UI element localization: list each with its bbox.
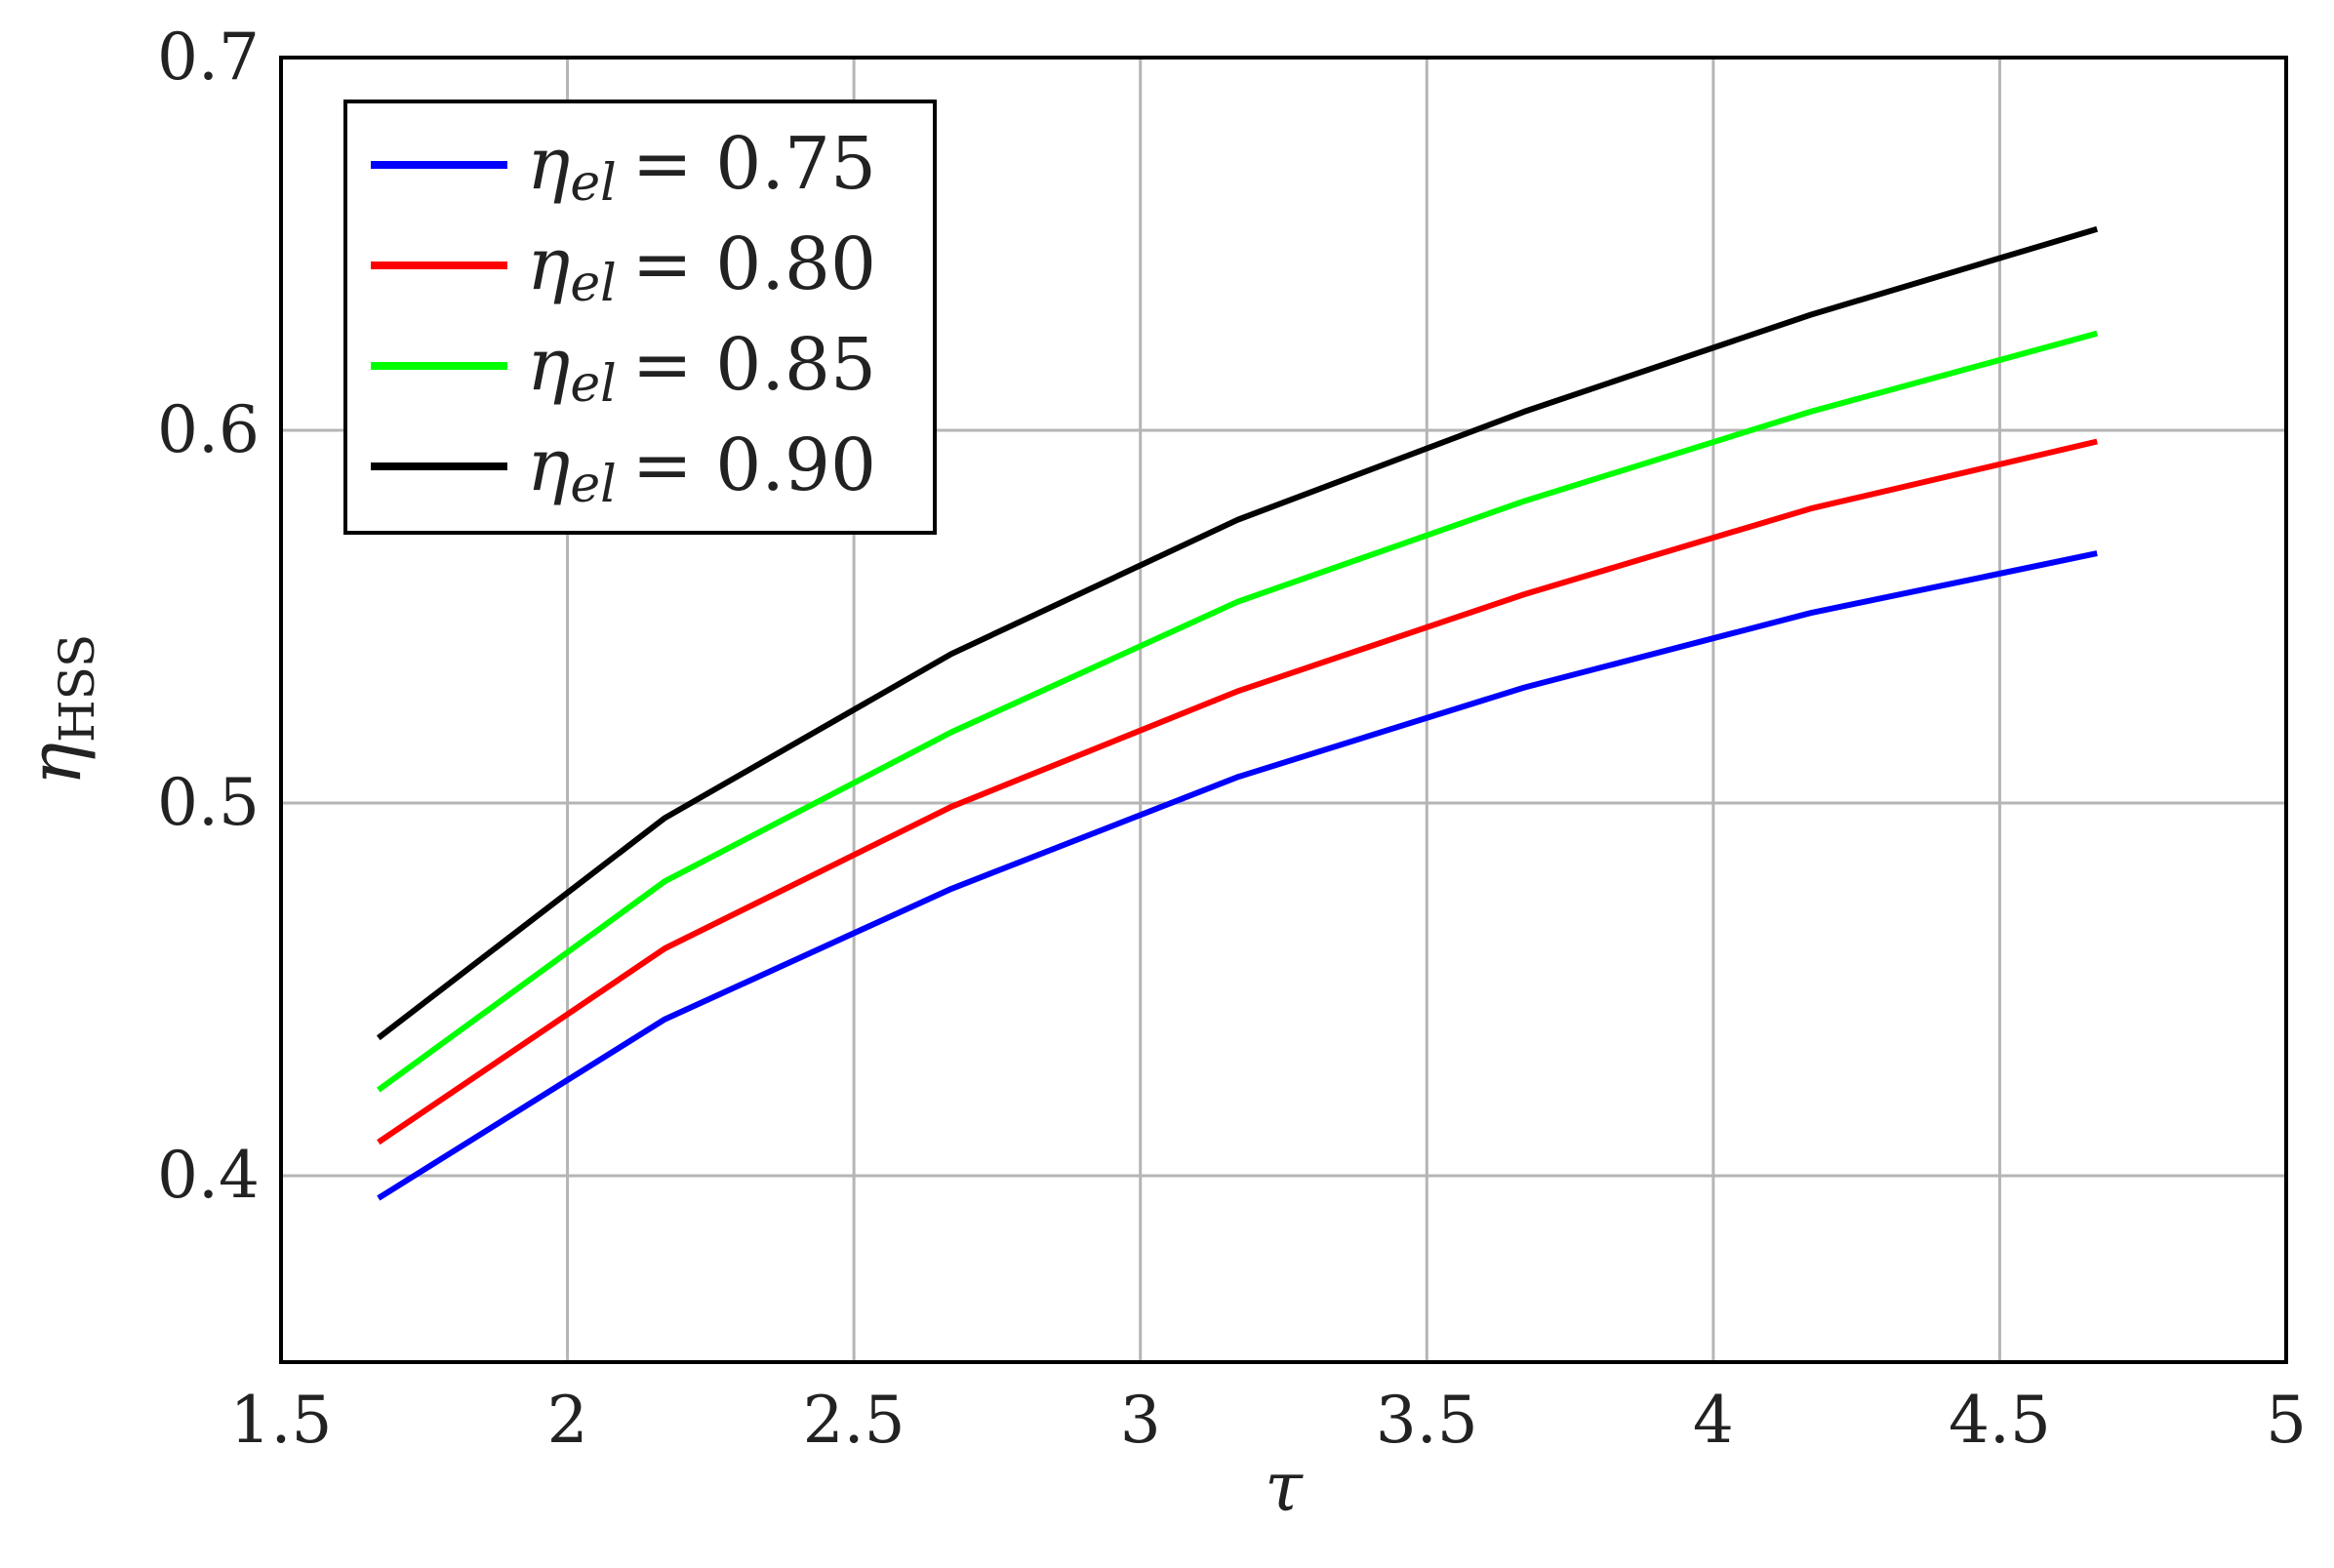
y-axis-label: ηHSS bbox=[14, 634, 105, 786]
legend-sub: el bbox=[570, 355, 616, 414]
x-tick-label: 2 bbox=[547, 1383, 588, 1458]
x-tick-label: 3 bbox=[1120, 1383, 1161, 1458]
x-tick-label: 4.5 bbox=[1949, 1383, 2051, 1458]
y-tick-label: 0.6 bbox=[157, 392, 260, 467]
x-tick-label: 1.5 bbox=[230, 1383, 333, 1458]
y-axis-label-main: η bbox=[14, 743, 98, 785]
legend-value: = 0.80 bbox=[632, 222, 876, 306]
x-tick-label: 5 bbox=[2266, 1383, 2307, 1458]
series-line-2 bbox=[377, 438, 2098, 1146]
legend-value: = 0.85 bbox=[632, 323, 876, 407]
series-line-3 bbox=[377, 330, 2098, 1093]
y-axis-label-sub: HSS bbox=[49, 634, 105, 743]
legend-sub: el bbox=[570, 154, 616, 213]
legend-eta: η bbox=[527, 423, 570, 507]
series-lines bbox=[376, 225, 2099, 1201]
y-tick-label: 0.5 bbox=[157, 765, 260, 840]
legend-sub: el bbox=[570, 255, 616, 313]
legend-eta: η bbox=[527, 222, 570, 306]
y-tick-label: 0.7 bbox=[157, 20, 260, 95]
legend-value: = 0.75 bbox=[632, 122, 876, 206]
legend-label-4: ηel = 0.90 bbox=[527, 423, 876, 514]
legend-label-3: ηel = 0.85 bbox=[527, 323, 876, 414]
x-tick-label: 2.5 bbox=[803, 1383, 905, 1458]
legend-label-2: ηel = 0.80 bbox=[527, 222, 876, 313]
x-tick-label: 3.5 bbox=[1376, 1383, 1478, 1458]
x-tick-label: 4 bbox=[1693, 1383, 1734, 1458]
legend-label-1: ηel = 0.75 bbox=[527, 122, 876, 213]
legend-eta: η bbox=[527, 323, 570, 407]
tick-labels: 1.5 2 2.5 3 3.5 4 4.5 5 0.4 0.5 0.6 0.7 bbox=[157, 20, 2307, 1458]
legend-eta: η bbox=[527, 122, 570, 206]
series-line-1 bbox=[377, 550, 2098, 1201]
legend-box bbox=[343, 100, 937, 535]
x-axis-label: τ bbox=[1265, 1447, 1304, 1527]
legend-sub: el bbox=[570, 456, 616, 514]
series-line-4 bbox=[376, 225, 2099, 1041]
y-tick-label: 0.4 bbox=[157, 1138, 260, 1213]
legend-value: = 0.90 bbox=[632, 423, 876, 507]
plot-frame bbox=[279, 56, 2288, 1364]
